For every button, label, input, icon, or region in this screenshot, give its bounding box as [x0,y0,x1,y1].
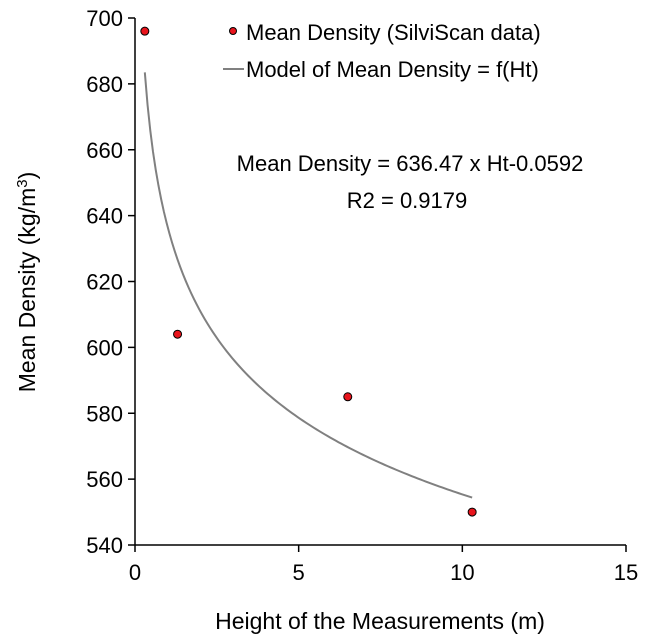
y-tick-label: 600 [86,335,123,360]
y-tick-label: 660 [86,138,123,163]
y-axis-title: Mean Density (kg/m3) [14,172,41,393]
x-axis-title: Height of the Measurements (m) [215,608,545,634]
y-axis-title-superscript: 3 [14,179,31,187]
data-points [141,27,476,516]
equation-annotation: Mean Density = 636.47 x Ht-0.0592 [237,151,584,176]
legend: Mean Density (SilviScan data) Model of M… [223,20,541,82]
y-tick-label: 620 [86,270,123,295]
y-tick-label: 560 [86,467,123,492]
x-tick-label: 10 [450,560,474,585]
y-tick-label: 700 [86,6,123,31]
data-point [174,330,182,338]
y-tick-label: 640 [86,204,123,229]
legend-marker-scatter [230,28,237,35]
model-line [145,72,472,497]
y-tick-label: 580 [86,401,123,426]
legend-label-model: Model of Mean Density = f(Ht) [246,57,539,82]
x-tick-label: 15 [614,560,638,585]
y-axis-title-end: ) [14,172,40,180]
data-point [468,508,476,516]
data-point [141,27,149,35]
axes [128,18,626,552]
tick-labels: 540 560 580 600 620 640 660 680 700 0 5 10 15 [86,6,638,585]
r2-annotation: R2 = 0.9179 [347,188,467,213]
x-tick-label: 5 [293,560,305,585]
y-axis-title-main: Mean Density (kg/m [14,188,40,393]
legend-label-scatter: Mean Density (SilviScan data) [246,20,541,45]
data-point [344,393,352,401]
y-tick-label: 680 [86,72,123,97]
y-tick-label: 540 [86,533,123,558]
x-tick-label: 0 [129,560,141,585]
